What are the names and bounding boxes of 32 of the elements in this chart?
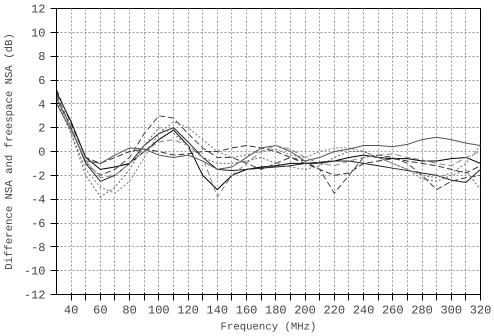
x-tick-label: 260 (382, 304, 404, 318)
x-tick-label: 300 (440, 304, 462, 318)
x-tick-label: 320 (470, 304, 492, 318)
x-tick-label: 140 (206, 304, 228, 318)
y-tick-label: 6 (38, 74, 46, 88)
x-tick-label: 240 (352, 304, 374, 318)
x-tick-label: 200 (294, 304, 316, 318)
y-tick-label: -12 (24, 288, 46, 302)
x-tick-label: 180 (265, 304, 287, 318)
y-tick-label: -4 (31, 193, 46, 208)
y-tick-label: -2 (31, 169, 46, 184)
y-tick-label: 8 (38, 50, 46, 64)
y-axis-title: Difference NSA and freespace NSA (dB) (4, 33, 16, 270)
y-tick-label: 12 (31, 2, 46, 16)
y-tick-label: 2 (38, 122, 46, 136)
x-tick-label: 60 (93, 304, 108, 318)
line-series (56, 89, 480, 176)
y-tick-label: -8 (31, 240, 46, 255)
y-tick-label: 4 (38, 98, 46, 112)
line-series (56, 103, 480, 170)
x-tick-label: 40 (64, 304, 78, 318)
x-tick-label: 280 (411, 304, 433, 318)
x-tick-label: 160 (236, 304, 258, 318)
x-tick-label: 80 (122, 304, 137, 318)
x-tick-label: 100 (148, 304, 170, 318)
y-tick-label: 10 (31, 26, 46, 40)
y-tick-label: 0 (38, 146, 46, 160)
x-tick-label: 120 (177, 304, 199, 318)
y-tick-label: -6 (31, 217, 46, 231)
x-axis-title: Frequency (MHz) (220, 322, 316, 334)
x-tick-label: 220 (323, 304, 346, 318)
y-tick-label: -10 (24, 264, 46, 279)
